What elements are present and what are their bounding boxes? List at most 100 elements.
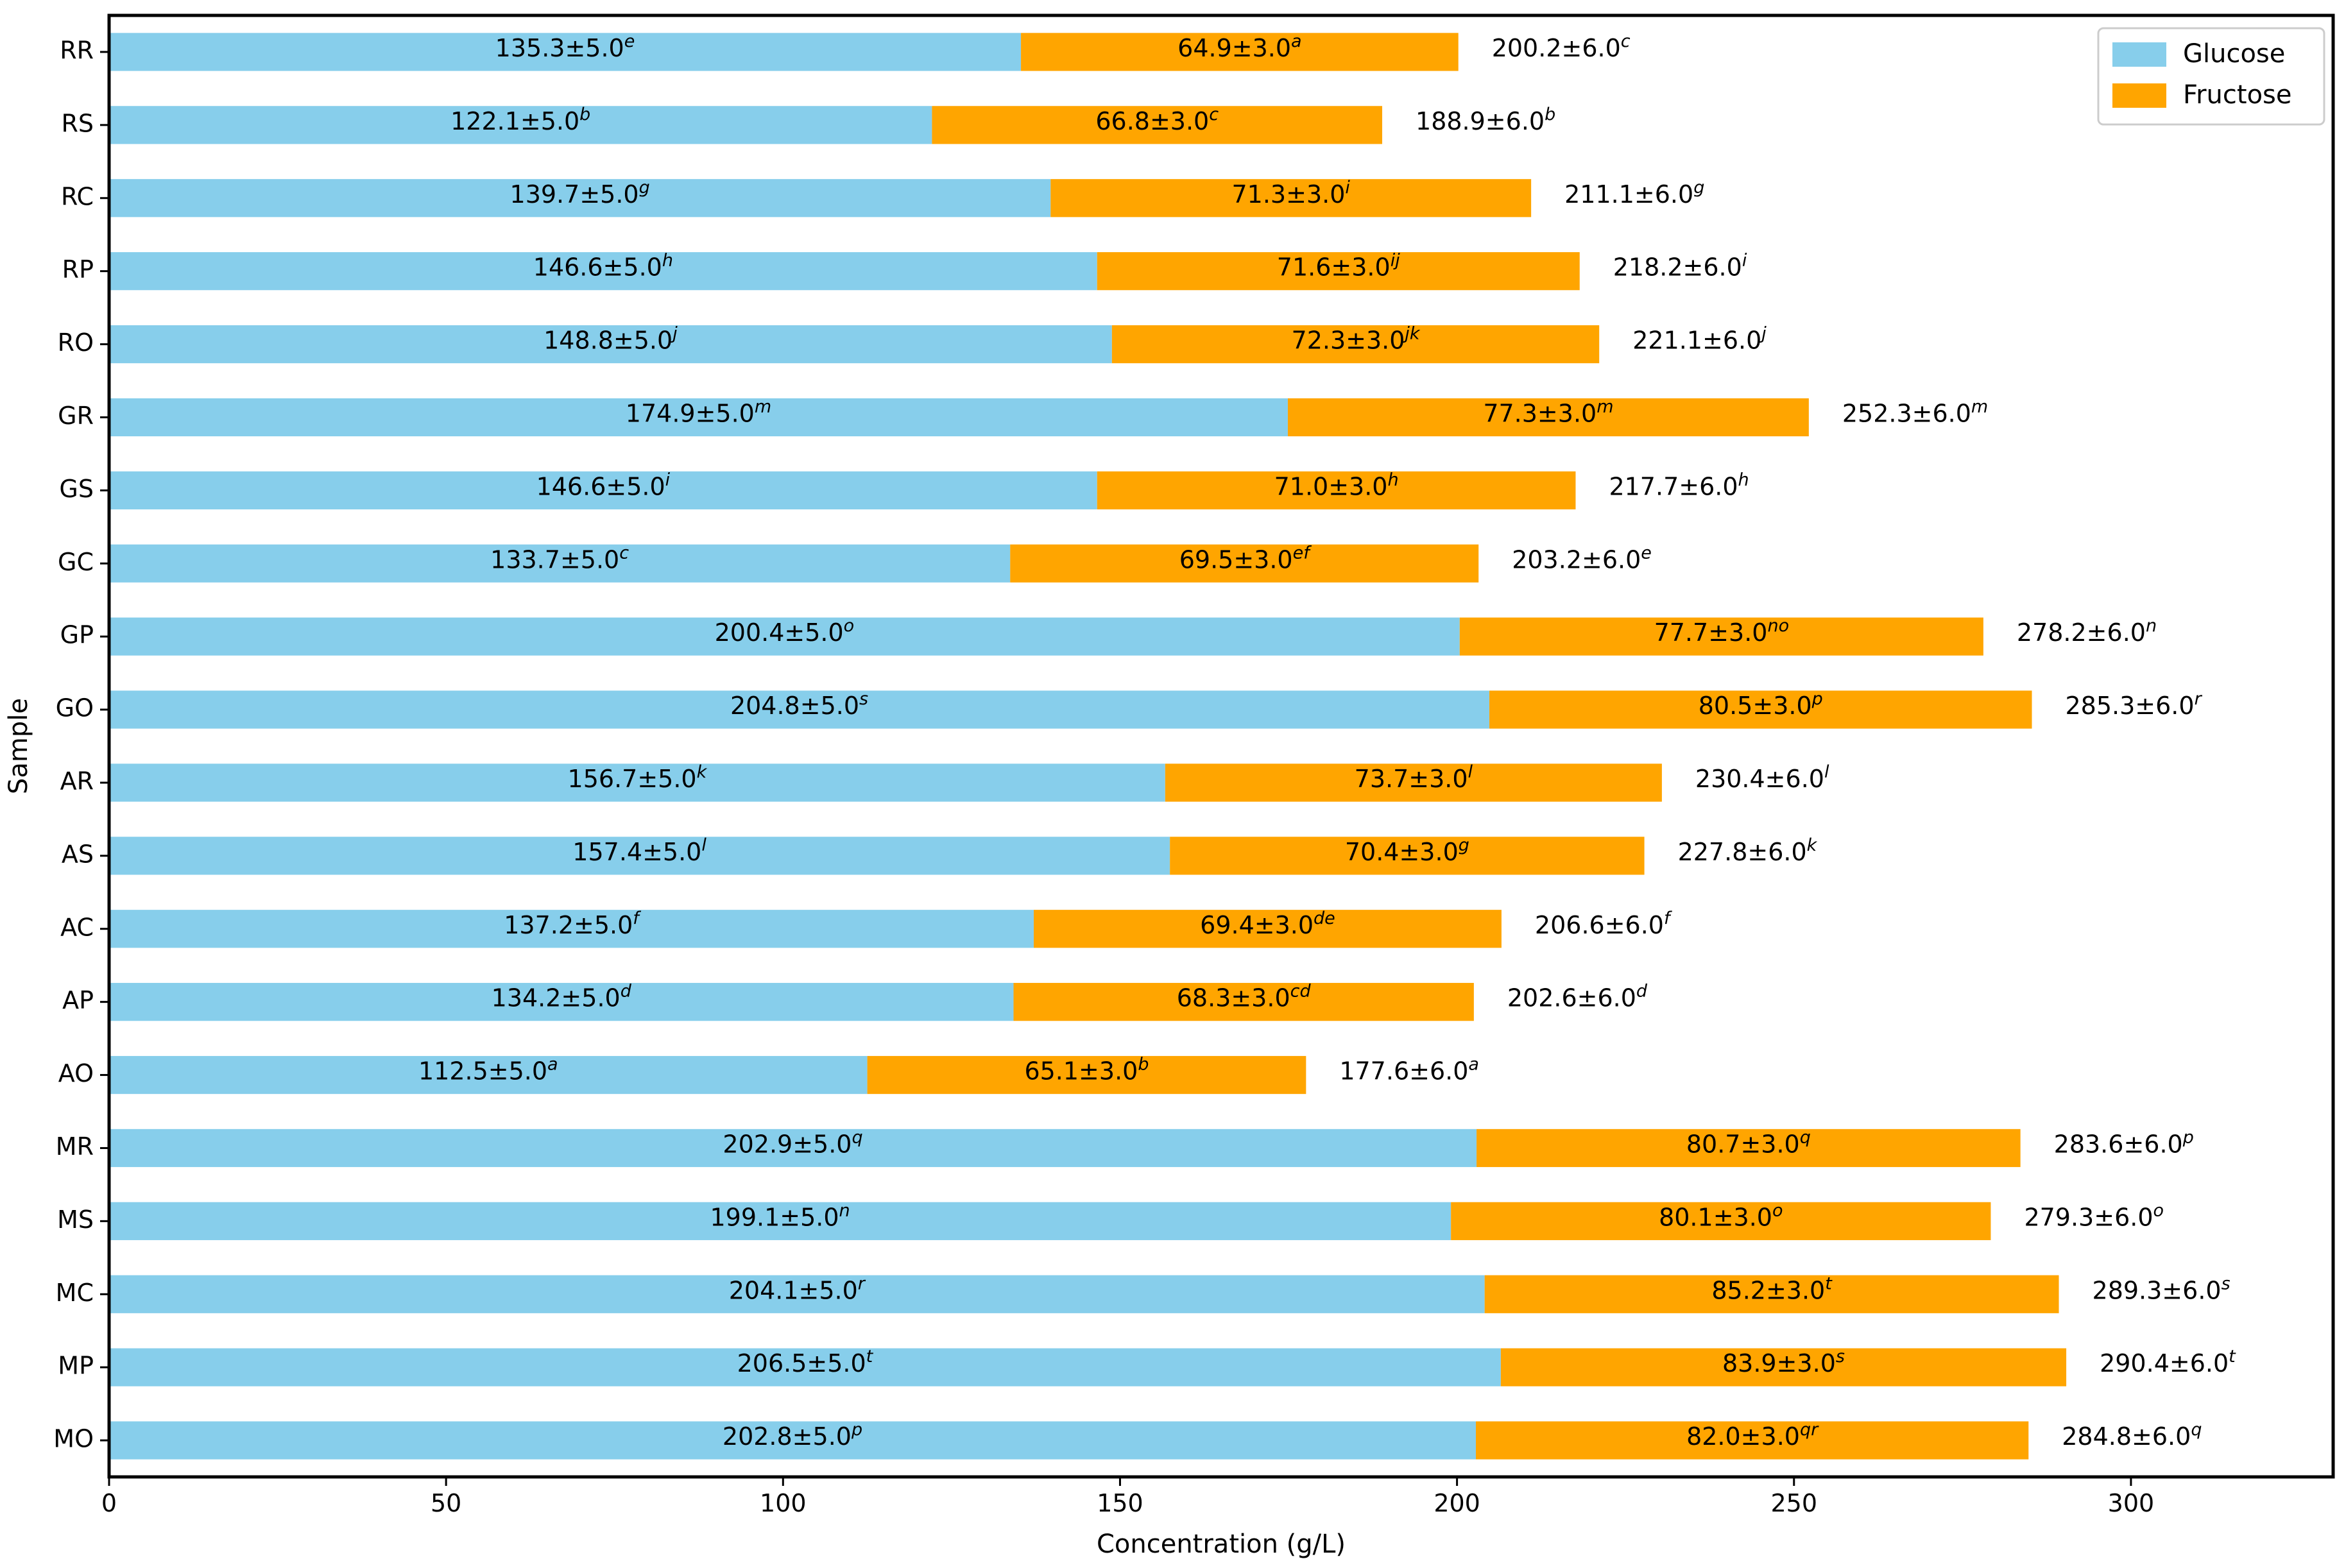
y-tick-label-rp: RP xyxy=(62,255,94,284)
y-tick-label-gr: GR xyxy=(58,402,94,430)
label-total-rp: 218.2±6.0i xyxy=(1613,250,1747,281)
bar-fructose-ms xyxy=(1451,1202,1991,1240)
label-fructose-rs: 66.8±3.0c xyxy=(1095,104,1219,135)
y-tick-label-ro: RO xyxy=(58,328,94,357)
bar-fructose-gp xyxy=(1459,617,1983,656)
y-tick-label-gp: GP xyxy=(60,621,94,649)
bar-glucose-ms xyxy=(109,1202,1451,1240)
bar-fructose-mp xyxy=(1500,1348,2067,1386)
bar-glucose-as xyxy=(109,837,1170,875)
bar-fructose-rs xyxy=(932,106,1383,144)
label-total-ar: 230.4±6.0l xyxy=(1695,762,1829,792)
label-total-ro: 221.1±6.0j xyxy=(1632,323,1767,354)
legend: Glucose Fructose xyxy=(2097,27,2325,126)
label-glucose-mo: 202.8±5.0p xyxy=(723,1420,862,1451)
label-glucose-gr: 174.9±5.0m xyxy=(626,396,771,427)
label-total-gp: 278.2±6.0n xyxy=(2017,616,2157,647)
x-tick-label-150: 150 xyxy=(1097,1489,1143,1517)
bar-fructose-ac xyxy=(1034,910,1502,948)
label-total-gc: 203.2±6.0e xyxy=(1512,543,1652,574)
label-glucose-gc: 133.7±5.0c xyxy=(490,543,629,574)
label-fructose-mp: 83.9±3.0s xyxy=(1722,1347,1845,1377)
bar-glucose-gc xyxy=(109,544,1011,583)
bar-glucose-mp xyxy=(109,1348,1501,1386)
bar-fructose-rr xyxy=(1021,33,1459,71)
label-total-rc: 211.1±6.0g xyxy=(1564,177,1704,208)
y-tick-label-gs: GS xyxy=(59,475,94,503)
label-total-rr: 200.2±6.0c xyxy=(1492,31,1631,62)
bar-glucose-mc xyxy=(109,1275,1485,1313)
label-total-mr: 283.6±6.0p xyxy=(2054,1127,2194,1158)
bar-glucose-rr xyxy=(109,33,1022,71)
bar-glucose-rp xyxy=(109,252,1097,291)
bar-glucose-ap xyxy=(109,983,1014,1021)
bar-fructose-ap xyxy=(1013,983,1474,1021)
label-total-as: 227.8±6.0k xyxy=(1678,835,1818,865)
bar-glucose-gs xyxy=(109,471,1097,509)
label-fructose-rp: 71.6±3.0ij xyxy=(1277,250,1400,281)
bar-fructose-ao xyxy=(867,1055,1306,1095)
x-axis-title: Concentration (g/L) xyxy=(1097,1530,1346,1559)
legend-swatch-fructose xyxy=(2112,83,2166,108)
label-glucose-ac: 137.2±5.0f xyxy=(504,908,641,939)
bar-fructose-gc xyxy=(1010,544,1479,583)
label-glucose-rc: 139.7±5.0g xyxy=(510,177,650,208)
bar-fructose-gs xyxy=(1097,471,1576,509)
label-total-gr: 252.3±6.0m xyxy=(1842,396,1988,427)
label-fructose-rc: 71.3±3.0i xyxy=(1232,177,1351,208)
plot-frame xyxy=(107,13,2335,1479)
label-total-ac: 206.6±6.0f xyxy=(1535,908,1672,939)
bar-fructose-gr xyxy=(1287,398,1809,437)
label-fructose-ro: 72.3±3.0jk xyxy=(1292,323,1421,354)
label-total-mp: 290.4±6.0t xyxy=(2100,1347,2236,1377)
bar-fructose-go xyxy=(1489,690,2032,729)
label-total-ms: 279.3±6.0o xyxy=(2024,1200,2164,1231)
label-fructose-gp: 77.7±3.0no xyxy=(1654,616,1790,647)
label-glucose-mr: 202.9±5.0q xyxy=(723,1127,862,1158)
bar-glucose-ar xyxy=(109,763,1165,802)
x-tick-label-0: 0 xyxy=(101,1489,117,1517)
x-tick-label-50: 50 xyxy=(431,1489,461,1517)
label-fructose-gs: 71.0±3.0h xyxy=(1274,470,1399,500)
bar-labels-layer: 135.3±5.0e 64.9±3.0a 200.2±6.0c 122.1±5.0b 6… xyxy=(418,31,2236,1450)
label-fructose-ar: 73.7±3.0l xyxy=(1355,762,1473,792)
y-tick-label-mc: MC xyxy=(56,1279,94,1307)
label-total-rs: 188.9±6.0b xyxy=(1416,104,1555,135)
label-total-mc: 289.3±6.0s xyxy=(2093,1274,2230,1304)
label-total-ao: 177.6±6.0a xyxy=(1339,1054,1479,1085)
x-tick-label-250: 250 xyxy=(1770,1489,1817,1517)
label-fructose-rr: 64.9±3.0a xyxy=(1177,31,1301,62)
bar-fructose-ar xyxy=(1165,763,1662,802)
legend-label-fructose: Fructose xyxy=(2183,80,2292,110)
bar-fructose-rc xyxy=(1050,179,1532,217)
bar-fructose-mc xyxy=(1484,1275,2059,1313)
y-tick-label-ap: AP xyxy=(62,986,94,1014)
label-fructose-ms: 80.1±3.0o xyxy=(1659,1200,1783,1231)
label-glucose-gp: 200.4±5.0o xyxy=(715,616,855,647)
legend-swatch-glucose xyxy=(2112,42,2166,67)
label-fructose-go: 80.5±3.0p xyxy=(1699,689,1823,720)
label-fructose-mr: 80.7±3.0q xyxy=(1686,1127,1811,1158)
label-glucose-as: 157.4±5.0l xyxy=(572,835,706,865)
y-tick-label-ao: AO xyxy=(58,1059,94,1087)
label-glucose-ro: 148.8±5.0j xyxy=(544,323,678,354)
bar-glucose-ac xyxy=(109,910,1034,948)
label-glucose-rs: 122.1±5.0b xyxy=(450,104,590,135)
label-fructose-ap: 68.3±3.0cd xyxy=(1177,981,1312,1012)
label-glucose-ar: 156.7±5.0k xyxy=(568,762,708,792)
bar-glucose-mr xyxy=(109,1129,1477,1168)
label-glucose-mp: 206.5±5.0t xyxy=(737,1347,874,1377)
y-tick-label-rr: RR xyxy=(60,36,94,64)
label-fructose-ao: 65.1±3.0b xyxy=(1024,1054,1149,1085)
label-glucose-ms: 199.1±5.0n xyxy=(710,1200,850,1231)
y-tick-label-ac: AC xyxy=(60,913,94,941)
bar-fructose-as xyxy=(1170,837,1645,875)
bars-layer xyxy=(109,33,2067,1460)
label-glucose-go: 204.8±5.0s xyxy=(730,689,868,720)
label-total-gs: 217.7±6.0h xyxy=(1609,470,1749,500)
x-axis: 0 50 100 150 200 250 300 xyxy=(101,1477,2154,1517)
bar-glucose-gr xyxy=(109,398,1288,437)
bar-glucose-gp xyxy=(109,617,1460,656)
y-tick-label-ar: AR xyxy=(60,767,94,795)
